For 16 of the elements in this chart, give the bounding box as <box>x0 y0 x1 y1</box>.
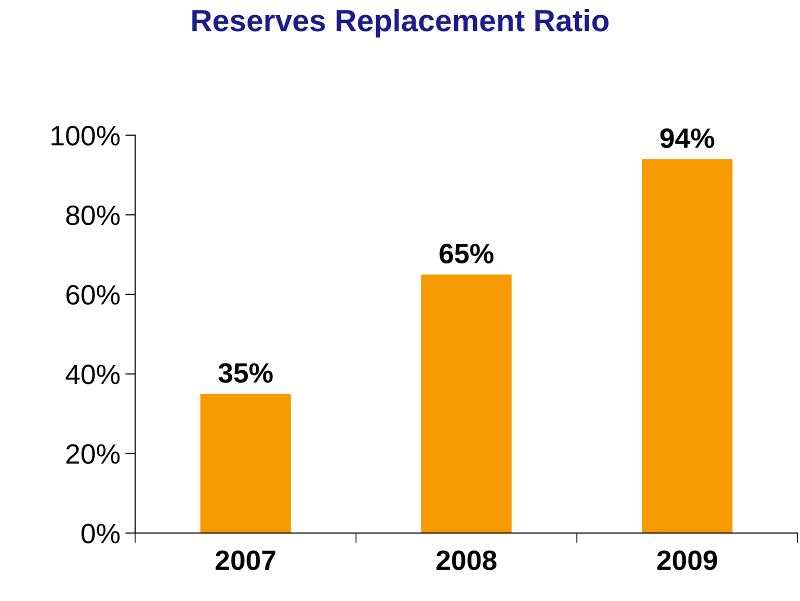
bar <box>421 274 512 534</box>
bar <box>200 394 291 534</box>
data-label: 35% <box>218 363 273 383</box>
y-tick-label: 20% <box>66 444 120 464</box>
x-tick-label: 2009 <box>657 550 718 570</box>
bar <box>642 159 732 534</box>
x-tick-label: 2008 <box>436 550 496 570</box>
chart-title: Reserves Replacement Ratio <box>192 9 609 38</box>
x-tick-label: 2007 <box>216 550 276 570</box>
data-label: 94% <box>660 128 714 148</box>
y-tick-label: 100% <box>52 126 120 146</box>
y-tick-label: 60% <box>66 285 120 305</box>
y-tick-label: 40% <box>66 364 120 384</box>
data-label: 65% <box>440 244 494 264</box>
y-tick-label: 80% <box>66 205 120 226</box>
y-tick-label: 0% <box>82 524 120 544</box>
